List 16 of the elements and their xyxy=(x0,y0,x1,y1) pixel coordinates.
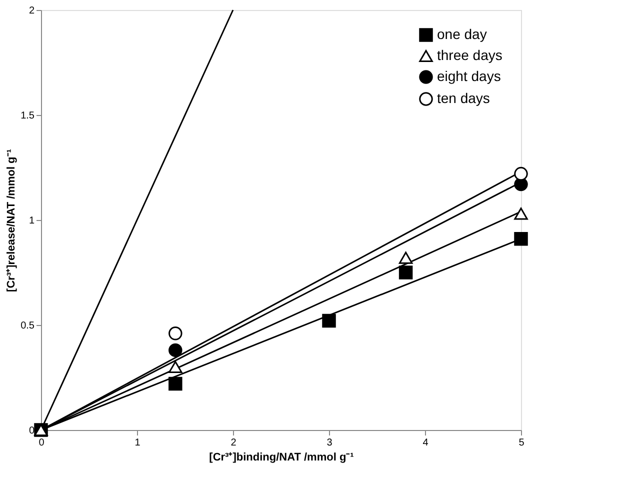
y-tick-label: 1 xyxy=(28,216,35,226)
x-tick-label: 0 xyxy=(38,438,45,448)
legend-label: three days xyxy=(437,47,502,63)
legend-label: ten days xyxy=(437,90,490,106)
x-tick-label: 1 xyxy=(134,438,141,448)
x-tick-label: 4 xyxy=(422,438,429,448)
legend-label: one day xyxy=(437,26,487,42)
x-axis-title: [Cr³⁺]binding/NAT /mmol g⁻¹ xyxy=(209,452,354,464)
y-tick-label: 2 xyxy=(28,6,35,16)
x-tick-label: 2 xyxy=(230,438,237,448)
x-tick-label: 3 xyxy=(326,438,333,448)
y-axis-title: [Cr³⁺]release/NAT /mmol g⁻¹ xyxy=(6,148,18,292)
x-tick-label: 5 xyxy=(518,438,525,448)
y-tick-label: 1.5 xyxy=(20,110,35,122)
y-tick-label: 0.5 xyxy=(20,320,35,332)
legend-label: eight days xyxy=(437,68,501,84)
